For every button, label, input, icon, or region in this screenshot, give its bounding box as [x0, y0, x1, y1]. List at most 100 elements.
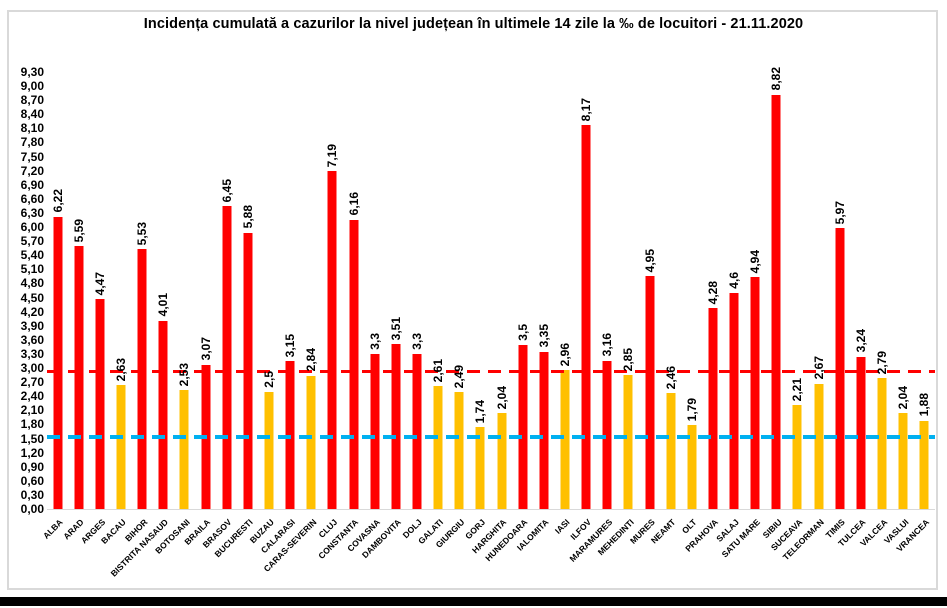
bar: [518, 344, 528, 509]
y-tick-label: 5,70: [20, 234, 44, 249]
bar: [560, 369, 570, 509]
bar-value-label: 6,16: [346, 192, 361, 216]
y-tick-label: 0,30: [20, 487, 44, 502]
bar-value-label: 4,28: [705, 280, 720, 304]
y-tick-label: 6,60: [20, 191, 44, 206]
y-tick-label: 9,30: [20, 65, 44, 79]
bar-group-bucuresti: 5,88 BUCURESTI: [213, 72, 258, 559]
bar-value-label: 2,63: [113, 358, 128, 382]
bar-group-olt: 1,79 OLT: [680, 72, 702, 536]
bar-group-covasna: 3,3 COVASNA: [345, 72, 385, 553]
bar-group-mures: 4,95 MURES: [628, 72, 660, 546]
bar-value-label: 3,3: [367, 333, 382, 350]
bar: [370, 353, 380, 509]
plot-area: 6,22 ALBA 5,59 ARAD 4,47 ARGES 2,63 BACAU 5,53 BI…: [41, 67, 935, 579]
bar-group-ialomita: 3,35 IALOMITA: [515, 72, 554, 552]
bar-value-label: 2,04: [896, 385, 911, 410]
y-tick-label: 4,20: [20, 304, 44, 319]
bar-value-label: 6,22: [50, 189, 65, 213]
y-tick-label: 7,20: [20, 163, 44, 178]
bar: [729, 292, 739, 509]
bar: [708, 307, 718, 509]
bar-group-constanta: 6,16 CONSTANTA: [317, 72, 364, 561]
bar-value-label: 3,16: [600, 333, 615, 357]
bar: [750, 276, 760, 509]
bar: [581, 125, 591, 509]
bar: [475, 427, 485, 509]
bar-group-giurgiu: 2,49 GIURGIU: [434, 72, 470, 550]
y-tick-label: 3,60: [20, 332, 44, 347]
y-tick-label: 3,00: [20, 361, 44, 376]
bar: [327, 171, 337, 509]
bar: [53, 216, 63, 509]
bar-group-buzau: 2,5 BUZAU: [248, 72, 279, 545]
bar-group-satu-mare: 4,94 SATU MARE: [720, 72, 766, 560]
bar-value-label: 3,35: [536, 324, 551, 348]
bar: [222, 205, 232, 509]
y-tick-label: 0,90: [20, 459, 44, 474]
bar-group-prahova: 4,28 PRAHOVA: [683, 72, 723, 554]
bar-group-bistrita-nasaud: 4,01 BISTRITA NASAUD: [109, 72, 174, 578]
bar-group-tulcea: 3,24 TULCEA: [837, 72, 871, 548]
bar-group-dambovita: 3,51 DAMBOVITA: [360, 72, 406, 560]
bar-group-vaslui: 2,04 VASLUI: [882, 72, 914, 546]
bar-value-label: 4,95: [642, 249, 657, 273]
bar-group-suceava: 2,21 SUCEAVA: [769, 72, 808, 553]
y-tick-label: 9,00: [20, 79, 44, 94]
bar: [433, 386, 443, 509]
bar-value-label: 4,47: [92, 271, 107, 295]
bar-value-label: 5,88: [240, 205, 255, 229]
y-tick-label: 2,70: [20, 375, 44, 390]
bar-value-label: 2,84: [304, 348, 319, 372]
bar-value-label: 6,45: [219, 178, 234, 202]
y-axis: 0,00 0,30 0,60 0,90 1,20 1,50 1,80 2,10 2,40 2,70…: [6, 65, 44, 516]
bar-value-label: 8,17: [579, 97, 594, 122]
bar-value-label: 1,74: [473, 399, 488, 424]
y-tick-label: 5,40: [20, 248, 44, 263]
bar-value-label: 2,49: [452, 364, 467, 388]
bar-group-harghita: 2,04 HARGHITA: [470, 72, 512, 556]
bar: [645, 276, 654, 509]
bar: [623, 375, 633, 509]
bar: [687, 424, 697, 509]
bar-value-label: 5,59: [71, 218, 86, 243]
bar-group-timis: 5,97 TIMIS: [824, 72, 850, 540]
bar: [835, 228, 845, 509]
red-threshold-line: [47, 369, 935, 373]
y-tick-label: 4,50: [20, 290, 44, 305]
bar: [898, 413, 908, 509]
bar-value-label: 3,5: [515, 323, 530, 341]
y-tick-label: 6,00: [20, 220, 44, 235]
bar-group-mehedinti: 2,85 MEHEDINTI: [595, 72, 639, 557]
bar-group-cluj: 7,19 CLUJ: [317, 72, 343, 540]
bar: [116, 385, 126, 509]
y-tick-label: 6,90: [20, 177, 44, 192]
bar: [391, 344, 401, 509]
blue-threshold-line: [47, 434, 935, 439]
bar-group-hunedoara: 3,5 HUNEDOARA: [484, 72, 533, 563]
bar-value-label: 2,53: [177, 362, 192, 387]
y-tick-label: 5,10: [20, 262, 44, 277]
bar-group-braila: 3,07 BRAILA: [183, 72, 216, 546]
y-tick-label: 6,30: [20, 205, 44, 220]
bar: [497, 413, 507, 509]
bar: [919, 420, 929, 509]
y-tick-label: 2,40: [20, 389, 44, 404]
bar-value-label: 1,88: [917, 393, 932, 417]
bar-group-gorj: 1,74 GORJ: [463, 72, 491, 541]
bottom-black-bar: [0, 597, 947, 606]
bar-group-calarasi: 3,15 CALARASI: [259, 72, 301, 556]
bar-value-label: 4,01: [156, 293, 171, 317]
y-tick-label: 0,00: [20, 502, 44, 516]
bar: [412, 353, 422, 509]
y-tick-label: 4,80: [20, 276, 44, 291]
bar-value-label: 2,5: [261, 370, 276, 388]
bar: [264, 391, 274, 509]
y-tick-label: 1,50: [20, 431, 44, 446]
bar-group-ilfov: 8,17 ILFOV: [568, 72, 597, 542]
bar: [95, 298, 105, 509]
y-tick-label: 8,70: [20, 93, 44, 108]
bar: [856, 356, 866, 509]
bar-value-label: 3,3: [409, 333, 424, 350]
bar-group-iasi: 2,96 IASI: [553, 72, 575, 536]
